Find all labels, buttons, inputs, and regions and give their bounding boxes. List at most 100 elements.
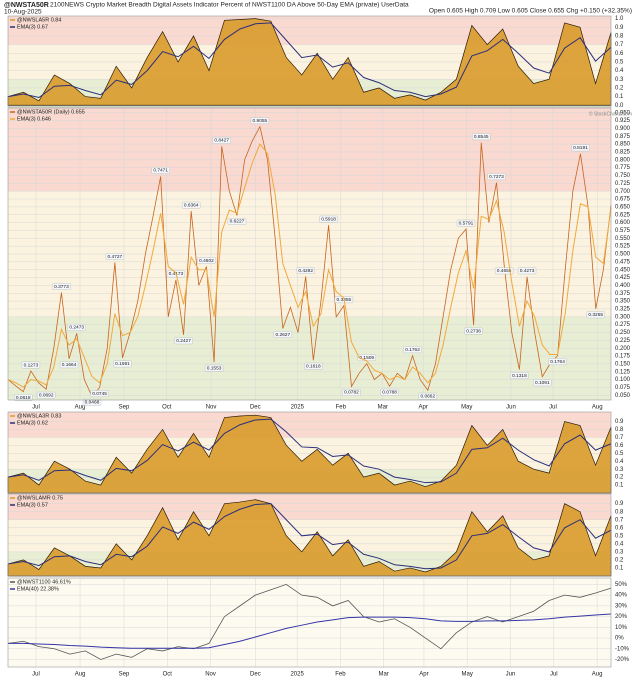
y-tick-label: 0.275: [615, 322, 631, 328]
value-label-text: 0.2473: [69, 325, 84, 331]
value-label: 0.0788: [380, 388, 399, 396]
y-tick-label: 0.5: [615, 533, 624, 539]
y-tick-label: 0.3: [615, 467, 624, 473]
value-label: 0.1273: [21, 361, 41, 369]
value-label: 0.4273: [517, 267, 537, 275]
value-label-text: 0.4655: [497, 268, 512, 274]
value-label-box: [273, 331, 292, 338]
value-label: 0.7471: [151, 167, 170, 174]
x-tick-label: May: [462, 672, 473, 678]
value-label-text: 0.4282: [298, 268, 313, 274]
x-tick-label: Jul: [549, 405, 557, 411]
y-tick-label: 0.8: [615, 34, 624, 40]
value-label-text: 0.8427: [214, 138, 229, 144]
legend-entry: @NWSLAMR 0.75: [17, 495, 63, 501]
y-tick-label: 0.850: [615, 142, 631, 148]
value-label-text: 0.3255: [588, 312, 603, 318]
value-label: 0.1318: [510, 372, 529, 379]
value-label: 0.2427: [174, 337, 193, 345]
value-label: 0.6227: [227, 218, 247, 225]
date: 10-Aug-2025: [4, 9, 42, 16]
x-tick-label: Dec: [250, 405, 261, 411]
y-tick-label: 0.450: [615, 267, 631, 273]
y-tick-label: -20%: [615, 657, 630, 663]
y-tick-label: 0.225: [615, 338, 631, 344]
y-tick-label: 0.175: [615, 354, 631, 360]
value-label: 0.4282: [296, 267, 315, 274]
value-label-box: [380, 388, 399, 396]
y-tick-label: 0.125: [615, 369, 631, 375]
value-label-text: 0.6364: [184, 202, 199, 208]
y-tick-label: 0.3: [615, 77, 624, 83]
y-tick-label: 0.9: [615, 501, 624, 507]
line: [7, 143, 612, 388]
x-tick-label: Jul: [550, 672, 558, 678]
y-tick-label: 0.1: [615, 566, 624, 572]
value-label-box: [174, 337, 193, 345]
value-label-box: [82, 398, 102, 406]
y-tick-label: 0.1: [615, 483, 624, 489]
value-label-box: [37, 391, 56, 399]
y-tick-label: 0.550: [615, 236, 631, 242]
value-label-text: 0.0745: [92, 391, 107, 397]
value-label-text: 0.2627: [275, 332, 290, 338]
legend-entry: EMA(3) 0.57: [17, 502, 48, 508]
chart-subtitle: 2100NEWS Crypto Market Breadth Digital A…: [50, 2, 409, 9]
legend-entry: EMA(3) 0.62: [17, 420, 48, 426]
y-tick-label: 0.4: [615, 68, 624, 74]
value-label-box: [456, 219, 476, 227]
line: [7, 22, 612, 99]
value-label-box: [250, 117, 270, 125]
area: [7, 18, 612, 106]
value-label: 0.1091: [533, 379, 552, 387]
y-tick-label: 0.2: [615, 557, 624, 563]
x-tick-label: Nov: [205, 672, 216, 678]
value-label: 0.0692: [37, 391, 56, 399]
y-tick-label: 0.475: [615, 259, 631, 265]
y-tick-label: 0.600: [615, 220, 631, 226]
y-tick-label: 0.7: [615, 42, 624, 48]
x-tick-label: 2025: [291, 405, 305, 411]
value-label: 0.9055: [250, 117, 270, 125]
value-label-box: [464, 327, 483, 335]
value-label: 0.1664: [59, 361, 79, 369]
value-label-text: 0.2736: [466, 328, 481, 334]
value-label-text: 0.4727: [108, 254, 123, 260]
value-label-text: 0.1509: [359, 355, 374, 361]
panel-border: [7, 107, 612, 401]
y-tick-label: 0.875: [615, 134, 631, 140]
y-tick-label: 20%: [615, 614, 628, 620]
value-label-text: 0.4273: [520, 268, 535, 274]
value-label-box: [182, 201, 201, 209]
legend-entry: EMA(3) 0.646: [17, 116, 51, 122]
x-tick-label: 2025: [290, 672, 304, 678]
value-label-text: 0.8545: [474, 134, 489, 140]
y-tick-label: 0.575: [615, 228, 631, 234]
y-tick-label: 0.650: [615, 204, 631, 210]
line: [8, 613, 612, 649]
y-tick-label: 0%: [615, 636, 624, 642]
y-tick-label: 0.6: [615, 51, 624, 57]
value-label-text: 0.3773: [54, 284, 69, 290]
value-label-box: [197, 257, 216, 264]
value-label-box: [52, 283, 71, 290]
value-label-box: [296, 267, 315, 274]
value-label: 0.0782: [342, 389, 361, 396]
y-tick-label: 50%: [615, 582, 628, 588]
x-tick-label: Jun: [506, 405, 516, 411]
value-label-text: 0.9055: [253, 118, 268, 124]
y-tick-label: 0.2: [615, 475, 624, 481]
value-label: 0.6364: [182, 201, 201, 209]
value-label-box: [403, 346, 422, 354]
legend-entry: EMA(3) 0.67: [17, 24, 48, 30]
value-label-box: [510, 372, 529, 379]
panel-border: [7, 577, 612, 668]
legend-entry: @NWSLA3R 0.83: [17, 413, 61, 419]
value-label-text: 0.1091: [535, 380, 550, 386]
y-tick-label: 0.5: [615, 60, 624, 66]
y-tick-label: 0.9: [615, 419, 624, 425]
y-tick-label: 0.725: [615, 181, 631, 187]
x-tick-label: Sep: [119, 405, 130, 411]
value-label-text: 0.0618: [16, 395, 31, 401]
x-tick-label: Jun: [506, 672, 516, 678]
